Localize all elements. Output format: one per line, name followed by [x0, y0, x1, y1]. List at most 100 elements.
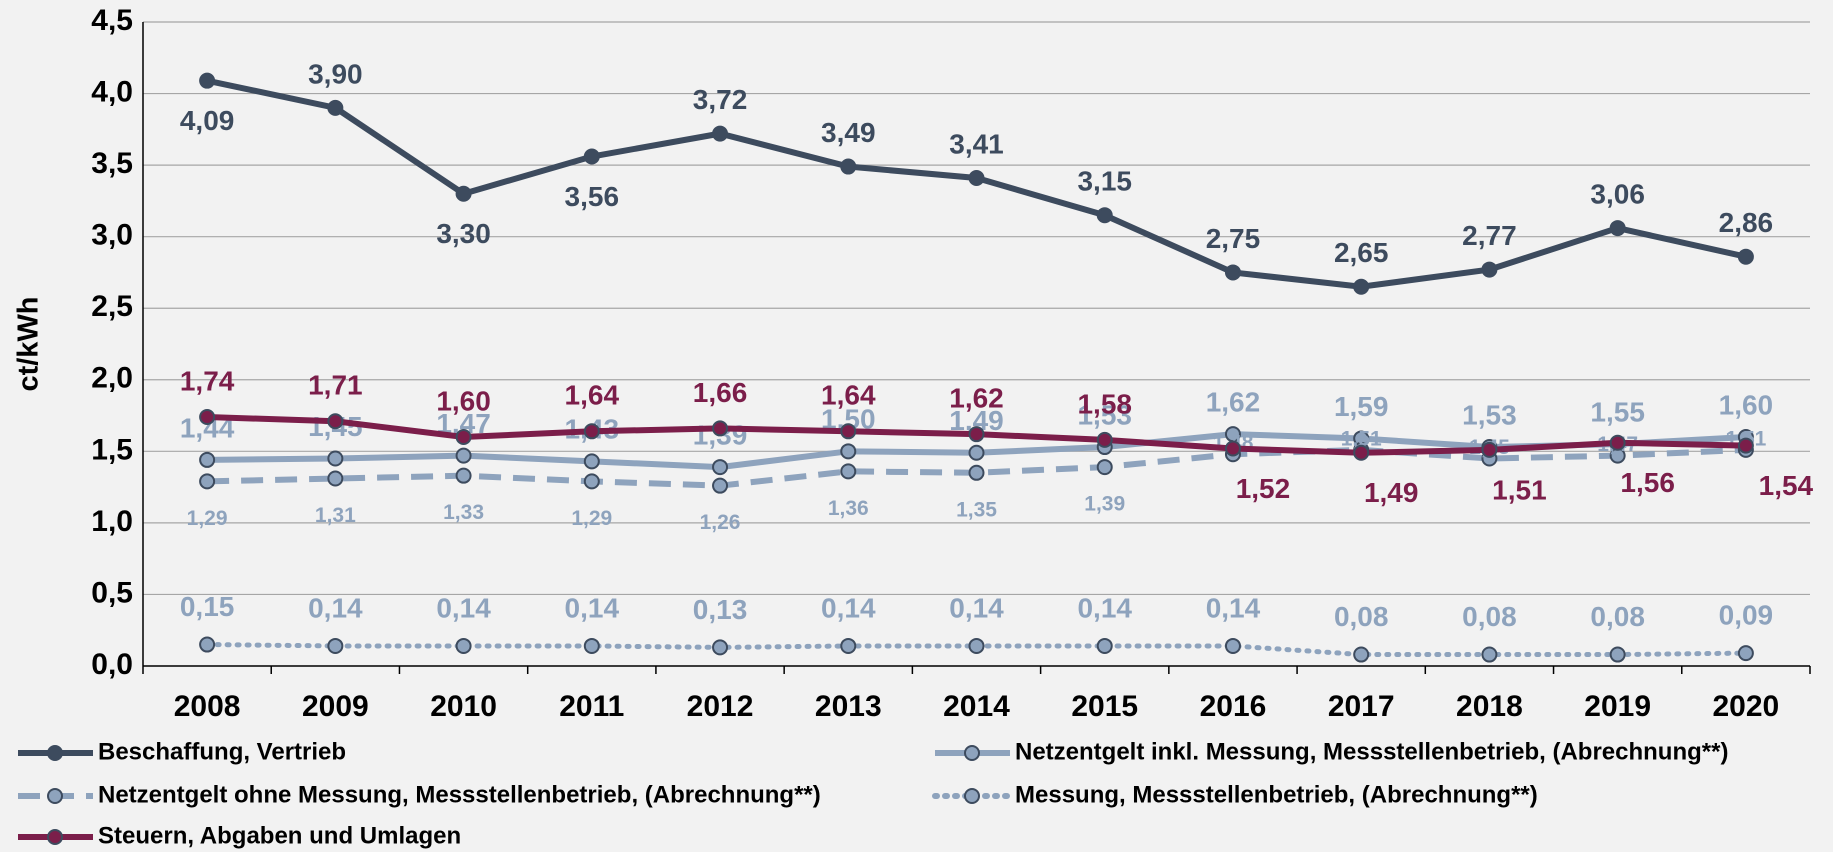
marker: [199, 451, 216, 468]
marker: [1224, 440, 1241, 457]
marker: [712, 639, 729, 656]
y-tick-label: 3,5: [91, 147, 133, 180]
marker: [199, 473, 216, 490]
x-tick-label: 2010: [430, 690, 497, 723]
data-label: 4,09: [180, 105, 235, 136]
x-tick-label: 2008: [174, 690, 241, 723]
data-label: 1,66: [693, 377, 748, 408]
y-tick-label: 2,5: [91, 290, 133, 323]
marker: [968, 444, 985, 461]
marker: [1481, 646, 1498, 663]
data-label: 0,09: [1719, 600, 1774, 631]
marker: [1224, 264, 1241, 281]
y-axis-label: ct/kWh: [13, 296, 45, 391]
data-label: 1,74: [180, 365, 235, 396]
marker: [712, 125, 729, 142]
marker: [712, 477, 729, 494]
legend-marker: [964, 788, 980, 804]
marker: [199, 636, 216, 653]
data-label: 2,77: [1462, 220, 1517, 251]
marker: [199, 72, 216, 89]
data-label: 1,60: [1719, 389, 1774, 420]
data-label: 1,53: [1462, 399, 1517, 430]
data-label: 1,62: [1206, 387, 1261, 418]
x-tick-label: 2012: [687, 690, 754, 723]
data-label: 0,14: [565, 592, 620, 623]
data-label: 2,75: [1206, 223, 1261, 254]
marker: [1481, 261, 1498, 278]
data-label: 1,64: [821, 380, 876, 411]
marker: [455, 467, 472, 484]
legend-label: Netzentgelt ohne Messung, Messstellenbet…: [98, 781, 821, 808]
marker: [968, 464, 985, 481]
x-tick-label: 2011: [559, 690, 624, 723]
data-label: 1,64: [565, 380, 620, 411]
data-label: 1,39: [1084, 493, 1125, 516]
marker: [1096, 459, 1113, 476]
data-label: 0,14: [308, 592, 363, 623]
data-label: 1,59: [1334, 391, 1389, 422]
marker: [1737, 437, 1754, 454]
data-label: 3,41: [949, 128, 1004, 159]
data-label: 0,14: [821, 592, 876, 623]
data-label: 1,29: [187, 507, 228, 530]
data-label: 1,55: [1590, 397, 1645, 428]
marker: [1609, 434, 1626, 451]
x-tick-label: 2009: [302, 690, 369, 723]
data-label: 1,29: [571, 507, 612, 530]
y-tick-label: 3,0: [91, 219, 133, 252]
data-label: 1,71: [308, 370, 363, 401]
marker: [583, 423, 600, 440]
data-label: 1,62: [949, 383, 1004, 414]
legend-label: Steuern, Abgaben und Umlagen: [98, 822, 461, 849]
marker: [583, 637, 600, 654]
x-tick-label: 2018: [1456, 690, 1523, 723]
marker: [1096, 431, 1113, 448]
data-label: 1,36: [828, 497, 869, 520]
data-label: 3,15: [1077, 166, 1132, 197]
marker: [455, 637, 472, 654]
marker: [455, 185, 472, 202]
marker: [583, 473, 600, 490]
y-tick-label: 4,0: [91, 75, 133, 108]
y-tick-label: 4,5: [91, 4, 133, 37]
marker: [327, 450, 344, 467]
data-label: 3,72: [693, 84, 748, 115]
legend-marker: [964, 745, 980, 761]
marker: [327, 413, 344, 430]
marker: [840, 463, 857, 480]
marker: [1609, 220, 1626, 237]
y-tick-label: 0,0: [91, 648, 133, 681]
data-label: 0,15: [180, 591, 235, 622]
y-tick-label: 1,5: [91, 433, 133, 466]
marker: [1353, 278, 1370, 295]
data-label: 0,14: [949, 592, 1004, 623]
x-tick-label: 2017: [1328, 690, 1395, 723]
data-label: 1,35: [956, 498, 997, 521]
data-label: 1,58: [1077, 388, 1132, 419]
marker: [455, 447, 472, 464]
data-label: 1,56: [1620, 467, 1675, 498]
data-label: 0,14: [1077, 592, 1132, 623]
marker: [583, 148, 600, 165]
marker: [840, 637, 857, 654]
y-tick-label: 0,5: [91, 576, 133, 609]
marker: [1353, 646, 1370, 663]
marker: [1224, 637, 1241, 654]
data-label: 3,06: [1590, 178, 1645, 209]
marker: [968, 637, 985, 654]
marker: [1481, 441, 1498, 458]
marker: [455, 429, 472, 446]
marker: [712, 459, 729, 476]
data-label: 1,33: [443, 501, 484, 524]
data-label: 3,49: [821, 117, 876, 148]
marker: [327, 637, 344, 654]
marker: [1737, 645, 1754, 662]
legend-marker: [47, 829, 63, 845]
marker: [199, 408, 216, 425]
marker: [840, 158, 857, 175]
x-tick-label: 2016: [1200, 690, 1267, 723]
legend-marker: [47, 745, 63, 761]
